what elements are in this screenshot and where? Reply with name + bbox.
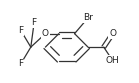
Text: O: O [109, 29, 116, 38]
Text: F: F [18, 26, 23, 35]
Text: O: O [42, 29, 49, 38]
Text: OH: OH [106, 56, 120, 65]
Text: F: F [32, 18, 37, 27]
Text: F: F [18, 59, 23, 68]
Text: Br: Br [83, 13, 93, 22]
